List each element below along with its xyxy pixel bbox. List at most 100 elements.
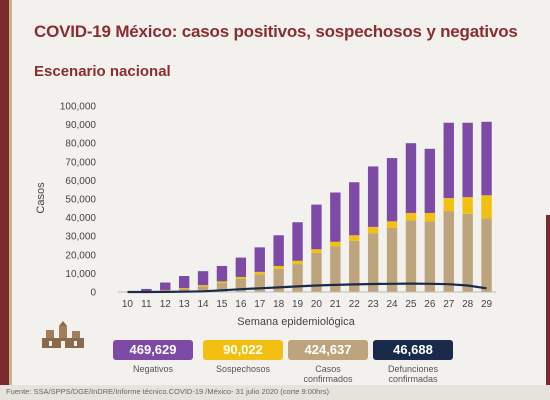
bar-sospechosos: [367, 226, 379, 234]
bar-casos-confirmados: [197, 286, 209, 292]
page-subtitle: Escenario nacional: [34, 63, 171, 80]
bar-negativos: [367, 166, 379, 227]
bar-sospechosos: [197, 285, 209, 287]
bar-sospechosos: [424, 212, 436, 222]
bar-sospechosos: [254, 271, 265, 275]
x-tick-label: 27: [443, 299, 455, 310]
stat-defunciones-label: Defunciones confirmadas: [387, 364, 439, 384]
bar-negativos: [481, 121, 492, 196]
x-tick-label: 21: [330, 299, 342, 310]
bar-sospechosos: [481, 195, 492, 219]
bar-casos-confirmados: [273, 268, 284, 292]
x-tick-label: 29: [481, 299, 493, 310]
stat-confirmados-value: 424,637: [288, 340, 368, 360]
source-note: Fuente: SSA/SPPS/DGE/InDRE/Informe técni…: [6, 387, 330, 396]
x-tick-label: 16: [235, 299, 247, 310]
y-tick-label: 20,000: [65, 250, 96, 261]
x-tick-label: 23: [368, 299, 380, 310]
bar-casos-confirmados: [443, 211, 454, 292]
x-tick-label: 20: [311, 299, 323, 310]
stat-confirmados-label: Casos confirmados: [303, 364, 353, 384]
stat-defunciones-value: 46,688: [373, 340, 453, 360]
x-tick-label: 11: [141, 299, 152, 310]
x-tick-label: 10: [122, 299, 134, 310]
bar-negativos: [235, 257, 247, 277]
bar-sospechosos: [273, 265, 284, 269]
bar-casos-confirmados: [424, 221, 436, 292]
y-tick-label: 40,000: [65, 213, 96, 224]
bar-negativos: [197, 271, 209, 286]
bar-casos-confirmados: [367, 233, 379, 292]
bar-sospechosos: [235, 276, 247, 279]
x-tick-label: 17: [254, 299, 266, 310]
stat-sospechosos: 90,022 Sospechosos: [203, 340, 283, 374]
bar-casos-confirmados: [178, 289, 190, 292]
x-tick-label: 15: [216, 299, 228, 310]
x-tick-label: 13: [179, 299, 191, 310]
y-tick-label: 90,000: [65, 120, 96, 131]
bar-negativos: [349, 182, 360, 236]
bar-negativos: [330, 192, 341, 242]
bar-sospechosos: [443, 198, 454, 212]
y-tick-label: 70,000: [65, 157, 96, 168]
x-axis-ticks: 10 11 12 13 14 15 16 17 18 19 20 21 22 23 24 25 26 27 28 29: [122, 299, 493, 310]
stat-negativos: 469,629 Negativos: [113, 340, 193, 374]
stat-defunciones: 46,688 Defunciones confirmadas: [373, 340, 453, 384]
deaths-series-line: [127, 282, 487, 294]
bar-negativos: [292, 222, 303, 261]
left-decorative-band: [0, 0, 12, 400]
bar-casos-confirmados: [216, 283, 228, 292]
stacked-bar-chart: 0 10,000 20,000 30,000 40,000 50,000 60,000 70,…: [35, 102, 496, 328]
x-axis-label: Semana epidemiológica: [237, 316, 355, 328]
bar-negativos: [386, 158, 398, 222]
bar-sospechosos: [292, 260, 303, 265]
x-tick-label: 26: [424, 299, 436, 310]
bar-casos-confirmados: [311, 252, 322, 292]
bar-negativos: [311, 204, 322, 250]
bar-negativos: [273, 235, 284, 266]
bar-casos-confirmados: [462, 213, 473, 292]
y-tick-label: 50,000: [65, 195, 96, 206]
bar-sospechosos: [216, 281, 228, 284]
bar-casos-confirmados: [330, 246, 341, 292]
y-tick-label: 100,000: [60, 102, 97, 113]
bar-negativos: [160, 282, 171, 290]
bar-sospechosos: [178, 288, 190, 290]
bar-casos-confirmados: [235, 278, 247, 292]
stat-negativos-value: 469,629: [113, 340, 193, 360]
bar-casos-confirmados: [405, 220, 417, 292]
y-tick-label: 80,000: [65, 139, 96, 150]
x-tick-label: 24: [386, 299, 398, 310]
bar-sospechosos: [349, 235, 360, 241]
page-title: COVID-19 México: casos positivos, sospec…: [34, 22, 518, 41]
right-decorative-edge: [546, 215, 550, 385]
bar-negativos: [254, 247, 265, 272]
bar-sospechosos: [311, 249, 322, 253]
x-tick-label: 28: [462, 299, 474, 310]
building-logo-icon: [42, 321, 84, 348]
stat-negativos-label: Negativos: [132, 364, 174, 374]
y-tick-label: 0: [90, 288, 96, 299]
bar-negativos: [216, 265, 228, 282]
bar-negativos: [424, 148, 436, 213]
bar-negativos: [178, 276, 190, 289]
x-tick-label: 12: [160, 299, 172, 310]
bar-negativos: [443, 122, 454, 199]
bar-casos-confirmados: [292, 264, 303, 292]
x-tick-label: 14: [197, 299, 209, 310]
bar-sospechosos: [462, 197, 473, 214]
y-tick-label: 30,000: [65, 232, 96, 243]
x-tick-label: 18: [273, 299, 285, 310]
bar-casos-confirmados: [254, 274, 265, 292]
y-axis-label: Casos: [35, 182, 47, 214]
stat-sospechosos-label: Sospechosos: [215, 364, 271, 374]
bar-sospechosos: [160, 289, 171, 291]
y-tick-label: 60,000: [65, 176, 96, 187]
bar-negativos: [141, 288, 152, 292]
bar-negativos: [405, 143, 417, 213]
bar-sospechosos: [330, 241, 341, 247]
stat-sospechosos-value: 90,022: [203, 340, 283, 360]
bar-casos-confirmados: [349, 240, 360, 292]
bar-sospechosos: [386, 221, 398, 228]
bar-sospechosos: [405, 212, 417, 221]
